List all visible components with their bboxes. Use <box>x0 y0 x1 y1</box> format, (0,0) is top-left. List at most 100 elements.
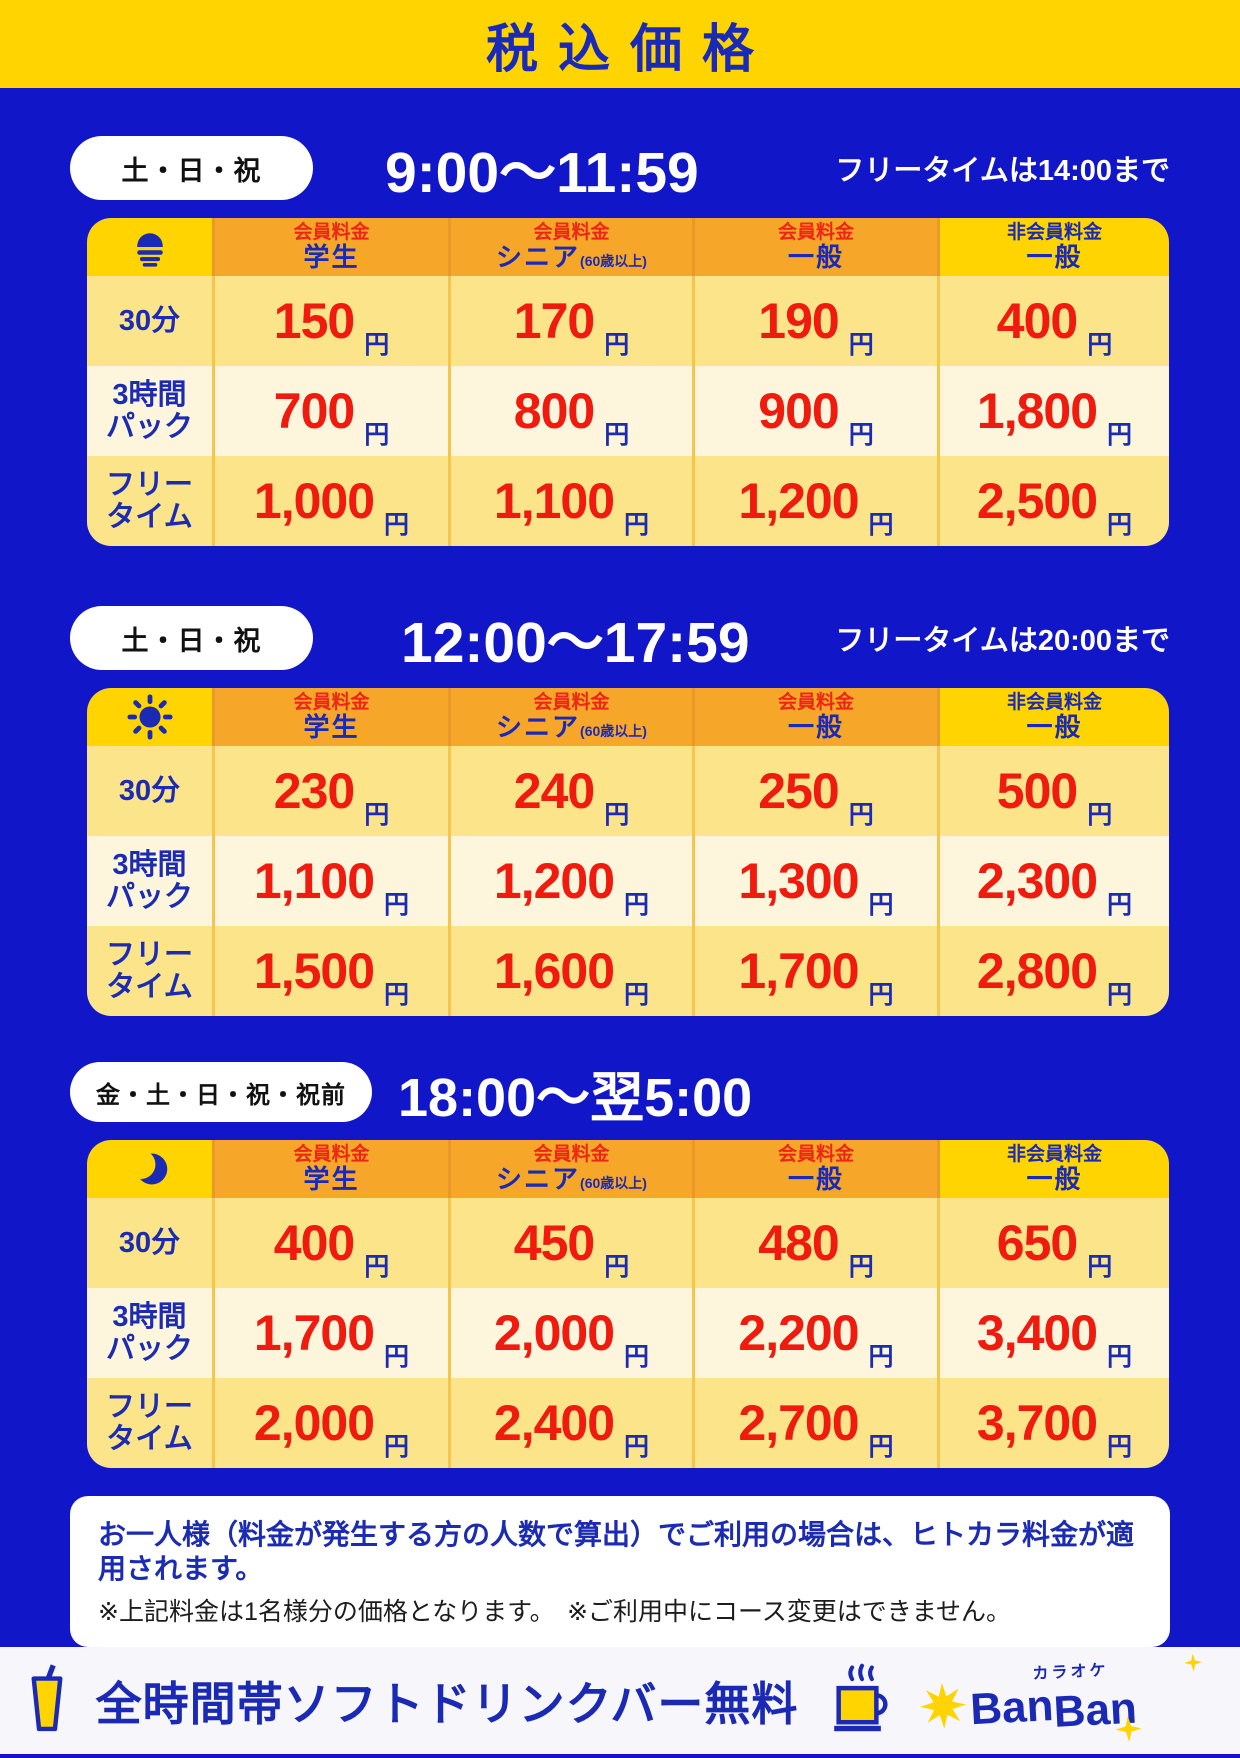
price-cell: 2,000 円 <box>451 1288 695 1378</box>
price-cell: 2,200 円 <box>695 1288 940 1378</box>
header-member-general: 会員料金 一般 <box>695 688 940 746</box>
header-member-student: 会員料金 学生 <box>215 1140 451 1198</box>
price-cell: 1,000 円 <box>215 456 451 546</box>
price-cell: 1,700 円 <box>695 926 940 1016</box>
moon-icon <box>87 1140 215 1198</box>
row-label-30min: 30分 <box>87 276 215 366</box>
sun-icon <box>87 688 215 746</box>
price-cell: 1,100 円 <box>451 456 695 546</box>
time-range: 12:00〜17:59 <box>401 611 750 675</box>
fine-print: ※上記料金は1名様分の価格となります。 ※ご利用中にコース変更はできません。 <box>98 1598 1012 1627</box>
row-label-30min: 30分 <box>87 1198 215 1288</box>
drink-cup-icon <box>24 1661 70 1740</box>
logo-banban-text: BanBan <box>969 1680 1139 1737</box>
member-fee-label: 会員料金 <box>293 691 370 713</box>
price-cell: 230 円 <box>215 746 451 836</box>
row-label-3hour-pack: 3時間 パック <box>87 366 215 456</box>
member-fee-label: 会員料金 <box>777 691 854 713</box>
price-cell: 3,400 円 <box>940 1288 1169 1378</box>
header-member-student: 会員料金 学生 <box>215 218 451 276</box>
price-cell: 800 円 <box>451 366 695 456</box>
row-label-3hour-pack: 3時間 パック <box>87 1288 215 1378</box>
member-fee-label: 会員料金 <box>777 1143 854 1165</box>
price-cell: 1,700 円 <box>215 1288 451 1378</box>
hot-drink-icon <box>824 1663 900 1738</box>
student-label: 学生 <box>303 241 360 272</box>
price-cell: 190 円 <box>695 276 940 366</box>
nonmember-fee-label: 非会員料金 <box>1006 691 1102 713</box>
header-nonmember-general: 非会員料金 一般 <box>940 218 1169 276</box>
footer-message: 全時間帯ソフトドリンクバー無料 <box>95 1677 799 1730</box>
title-banner: 税込価格 <box>0 0 1240 88</box>
price-cell: 240 円 <box>451 746 695 836</box>
row-label-3hour-pack: 3時間 パック <box>87 836 215 926</box>
header-member-senior: 会員料金 シニア(60歳以上) <box>451 218 695 276</box>
general-label: 一般 <box>1026 711 1083 742</box>
price-cell: 1,600 円 <box>451 926 695 1016</box>
hitokara-notice: お一人様（料金が発生する方の人数で算出）でご利用の場合は、ヒトカラ料金が適用され… <box>98 1519 1135 1584</box>
student-label: 学生 <box>303 711 360 742</box>
price-cell: 450 円 <box>451 1198 695 1288</box>
section-heading-morning: 土・日・祝 9:00〜11:59 フリータイムは14:00まで <box>0 136 1240 205</box>
price-cell: 250 円 <box>695 746 940 836</box>
price-cell: 3,700 円 <box>940 1378 1169 1468</box>
price-cell: 2,000 円 <box>215 1378 451 1468</box>
row-label-30min: 30分 <box>87 746 215 836</box>
price-cell: 700 円 <box>215 366 451 456</box>
row-label-free-time: フリー タイム <box>87 926 215 1016</box>
price-cell: 2,500 円 <box>940 456 1169 546</box>
time-range: 18:00〜翌5:00 <box>398 1067 753 1128</box>
general-label: 一般 <box>787 241 844 272</box>
section-heading-night: 金・土・日・祝・祝前 18:00〜翌5:00 <box>0 1062 1240 1128</box>
days-badge: 土・日・祝 <box>70 136 313 200</box>
price-cell: 2,700 円 <box>695 1378 940 1468</box>
header-member-general: 会員料金 一般 <box>695 218 940 276</box>
row-label-free-time: フリー タイム <box>87 456 215 546</box>
price-table-daytime: 会員料金 学生 会員料金 シニア(60歳以上) 会員料金 一般 非会員料金 一般… <box>87 688 1169 1016</box>
price-cell: 400 円 <box>215 1198 451 1288</box>
price-cell: 500 円 <box>940 746 1169 836</box>
header-member-senior: 会員料金 シニア(60歳以上) <box>451 1140 695 1198</box>
member-fee-label: 会員料金 <box>293 1143 370 1165</box>
price-cell: 1,200 円 <box>451 836 695 926</box>
header-member-senior: 会員料金 シニア(60歳以上) <box>451 688 695 746</box>
price-cell: 1,200 円 <box>695 456 940 546</box>
free-time-note: フリータイムは14:00まで <box>835 155 1170 187</box>
price-table-morning: 会員料金 学生 会員料金 シニア(60歳以上) 会員料金 一般 非会員料金 一般… <box>87 218 1169 546</box>
days-badge: 金・土・日・祝・祝前 <box>70 1062 372 1122</box>
sunrise-icon <box>87 218 215 276</box>
price-cell: 1,100 円 <box>215 836 451 926</box>
price-cell: 170 円 <box>451 276 695 366</box>
senior-label: シニア(60歳以上) <box>496 711 647 742</box>
member-fee-label: 会員料金 <box>293 221 370 243</box>
nonmember-fee-label: 非会員料金 <box>1006 221 1102 243</box>
member-fee-label: 会員料金 <box>777 221 854 243</box>
senior-label: シニア(60歳以上) <box>496 241 647 272</box>
general-label: 一般 <box>1026 1163 1083 1194</box>
row-label-free-time: フリー タイム <box>87 1378 215 1468</box>
star-icon <box>1184 1653 1203 1677</box>
senior-label: シニア(60歳以上) <box>496 1163 647 1194</box>
time-range: 9:00〜11:59 <box>385 141 699 205</box>
general-label: 一般 <box>787 711 844 742</box>
nonmember-fee-label: 非会員料金 <box>1006 1143 1102 1165</box>
notice-box: お一人様（料金が発生する方の人数で算出）でご利用の場合は、ヒトカラ料金が適用され… <box>70 1496 1170 1648</box>
price-cell: 400 円 <box>940 276 1169 366</box>
price-cell: 1,500 円 <box>215 926 451 1016</box>
footer-banner: 全時間帯ソフトドリンクバー無料 カラオケ BanBan <box>0 1647 1240 1755</box>
price-cell: 900 円 <box>695 366 940 456</box>
price-cell: 650 円 <box>940 1198 1169 1288</box>
senior-age-note: (60歳以上) <box>580 252 647 269</box>
section-heading-daytime: 土・日・祝 12:00〜17:59 フリータイムは20:00まで <box>0 606 1240 675</box>
price-cell: 150 円 <box>215 276 451 366</box>
header-member-general: 会員料金 一般 <box>695 1140 940 1198</box>
senior-age-note: (60歳以上) <box>580 1174 647 1191</box>
header-member-student: 会員料金 学生 <box>215 688 451 746</box>
days-badge: 土・日・祝 <box>70 606 313 670</box>
page-title: 税込価格 <box>485 20 774 79</box>
senior-age-note: (60歳以上) <box>580 722 647 739</box>
price-cell: 480 円 <box>695 1198 940 1288</box>
header-nonmember-general: 非会員料金 一般 <box>940 688 1169 746</box>
star-icon <box>919 1681 968 1734</box>
